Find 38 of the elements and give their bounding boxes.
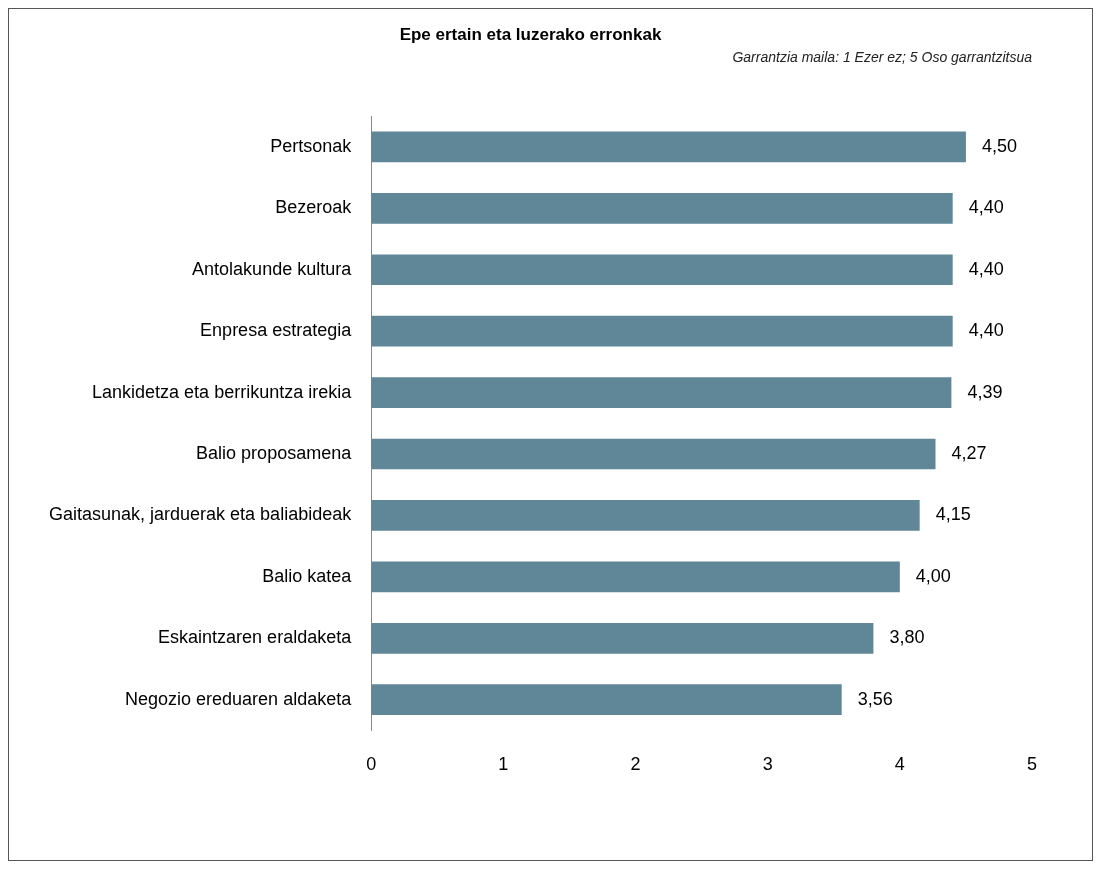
- x-tick-label: 4: [894, 754, 905, 775]
- y-tick-label: Balio proposamena: [196, 442, 353, 463]
- y-tick-label: Antolakunde kultura: [192, 258, 353, 279]
- y-tick-label: Bezeroak: [275, 197, 353, 218]
- x-tick-label: 3: [762, 754, 773, 775]
- x-tick-label: 2: [630, 754, 641, 775]
- bar: [371, 315, 953, 347]
- data-label: 4,40: [968, 320, 1004, 341]
- x-tick-label: 1: [498, 754, 509, 775]
- data-label: 3,80: [889, 627, 925, 648]
- data-label: 4,15: [935, 504, 971, 525]
- x-tick-label: 5: [1026, 754, 1038, 775]
- data-label: 3,56: [857, 688, 893, 709]
- bar: [371, 131, 966, 163]
- bar: [371, 500, 920, 531]
- chart-title: Epe ertain eta luzerako erronkak: [399, 24, 662, 44]
- y-tick-label: Enpresa estrategia: [200, 320, 353, 341]
- y-tick-label: Eskaintzaren eraldaketa: [158, 627, 353, 648]
- bar: [371, 438, 936, 470]
- chart-subtitle: Garrantzia maila: 1 Ezer ez; 5 Oso garrantzitsua: [732, 48, 1033, 65]
- x-tick-label: 0: [366, 754, 377, 775]
- data-label: 4,40: [968, 197, 1004, 218]
- data-label: 4,50: [981, 135, 1017, 156]
- y-tick-label: Lankidetza eta berrikuntza irekia: [92, 381, 353, 402]
- bar: [371, 254, 953, 286]
- data-label: 4,27: [951, 442, 987, 463]
- data-label: 4,00: [915, 565, 951, 586]
- bar: [371, 377, 952, 408]
- y-tick-label: Pertsonak: [270, 135, 353, 156]
- y-tick-label: Negozio ereduaren aldaketa: [125, 688, 353, 709]
- bar: [371, 622, 874, 654]
- bar: [371, 561, 900, 593]
- y-tick-label: Balio katea: [262, 565, 353, 586]
- data-label: 4,39: [967, 381, 1003, 402]
- bar: [371, 192, 953, 224]
- data-label: 4,40: [968, 258, 1004, 279]
- y-tick-label: Gaitasunak, jarduerak eta baliabideak: [48, 504, 353, 525]
- bar: [371, 684, 842, 716]
